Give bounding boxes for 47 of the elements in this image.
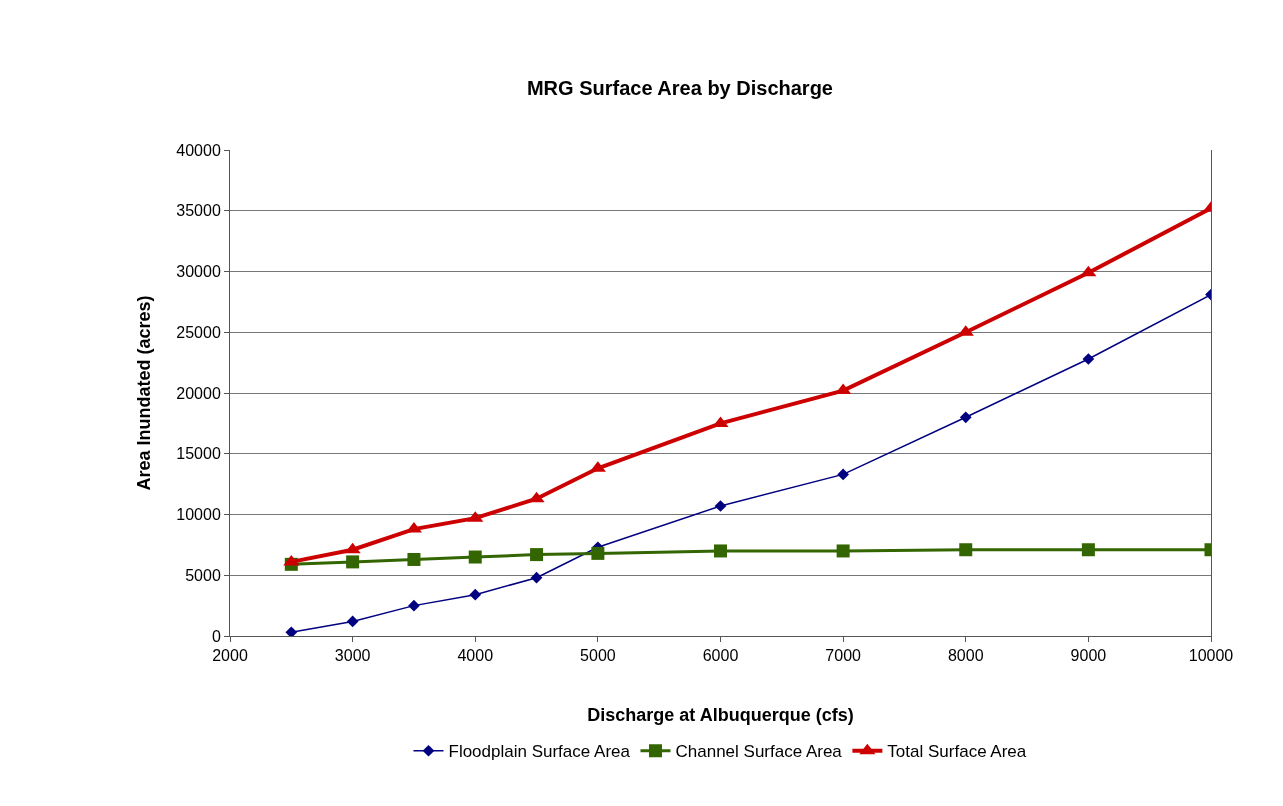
point <box>1080 265 1097 277</box>
chart-title: MRG Surface Area by Discharge <box>526 76 834 99</box>
point <box>835 383 852 395</box>
y-axis-title: Area Inundated (acres) <box>134 295 155 491</box>
legend-label: Channel Surface Area <box>675 742 843 762</box>
x-tick-label: 9000 <box>1070 647 1107 665</box>
point <box>1082 353 1095 365</box>
point <box>837 468 849 481</box>
point <box>344 542 361 554</box>
point <box>959 411 972 424</box>
legend-label: Floodplain Surface Area <box>448 742 631 762</box>
y-tick-label: 5000 <box>185 566 221 584</box>
y-tick-label: 15000 <box>176 445 221 463</box>
legend-label: Total Surface Area <box>887 742 1027 762</box>
point <box>959 543 973 557</box>
y-tick-label: 25000 <box>176 323 221 341</box>
y-tick-label: 10000 <box>176 506 221 524</box>
point <box>714 500 727 512</box>
y-tick-label: 30000 <box>176 263 221 281</box>
point <box>283 554 300 566</box>
x-axis-title: Discharge at Albuquerque (cfs) <box>587 705 854 726</box>
x-tick-label: 8000 <box>947 647 984 665</box>
point <box>714 544 727 558</box>
point <box>1081 543 1095 557</box>
point <box>346 615 359 628</box>
point <box>836 544 850 558</box>
point <box>408 599 420 612</box>
x-tick-label: 5000 <box>580 647 616 665</box>
point <box>591 546 605 560</box>
x-tick-label: 3000 <box>334 647 371 665</box>
y-tick-label: 20000 <box>176 384 221 402</box>
y-tick-label: 35000 <box>176 202 221 220</box>
point <box>468 550 482 564</box>
point <box>530 548 544 562</box>
x-tick-label: 2000 <box>212 647 248 665</box>
x-tick-label: 7000 <box>825 647 862 665</box>
x-tick-label: 4000 <box>457 647 494 665</box>
point <box>469 588 482 601</box>
point <box>407 552 421 566</box>
y-tick-label: 40000 <box>176 141 221 159</box>
x-tick-label: 10000 <box>1188 647 1234 665</box>
x-tick-label: 6000 <box>702 647 739 665</box>
point <box>346 555 360 569</box>
y-tick-label: 0 <box>211 627 221 645</box>
point <box>528 491 545 503</box>
point <box>530 571 543 584</box>
point <box>285 626 298 636</box>
